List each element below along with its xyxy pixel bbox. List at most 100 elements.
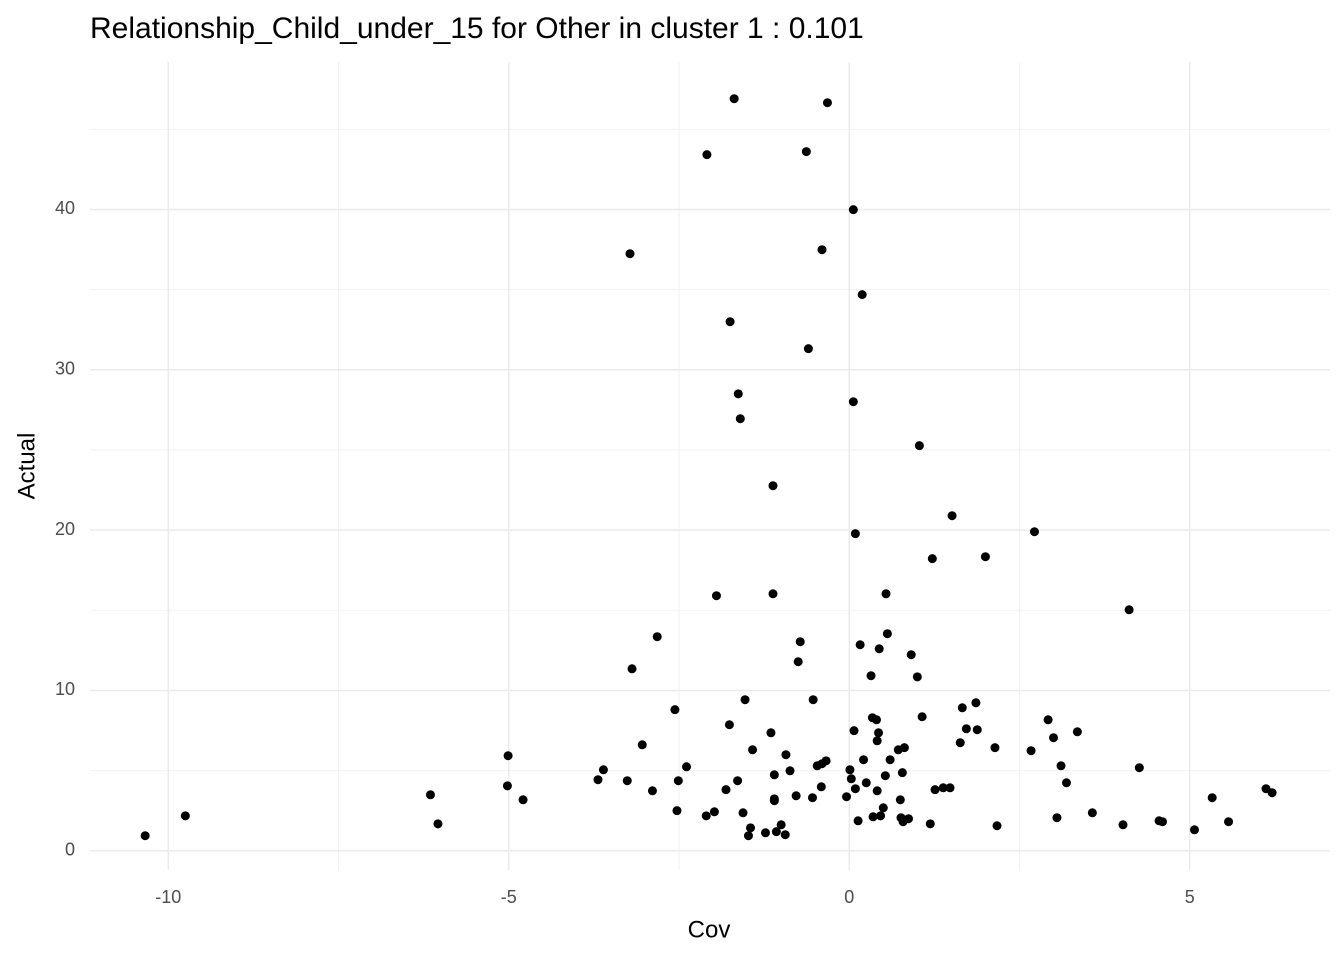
point: [1049, 733, 1059, 743]
point: [874, 644, 884, 654]
point: [672, 806, 682, 816]
point: [899, 743, 909, 753]
point: [816, 782, 826, 792]
point: [1087, 808, 1097, 818]
point: [769, 796, 779, 806]
point: [743, 831, 753, 841]
point: [861, 778, 871, 788]
point: [903, 814, 913, 824]
point: [882, 629, 892, 639]
y-axis-label: Actual: [13, 433, 40, 500]
point: [1267, 788, 1277, 798]
point: [627, 664, 637, 674]
point: [925, 819, 935, 829]
point: [502, 781, 512, 791]
x-tick-label: -5: [501, 887, 517, 907]
point: [780, 830, 790, 840]
point: [947, 511, 957, 521]
point: [857, 290, 867, 300]
point: [1124, 605, 1134, 615]
point: [701, 811, 711, 821]
x-tick-label: -10: [155, 887, 181, 907]
point: [1189, 825, 1199, 835]
point: [850, 529, 860, 539]
point: [1043, 715, 1053, 725]
point: [801, 147, 811, 157]
point: [1224, 817, 1234, 827]
point: [766, 728, 776, 738]
point: [821, 756, 831, 766]
point: [733, 776, 743, 786]
point: [817, 245, 827, 255]
point: [735, 414, 745, 424]
point: [733, 389, 743, 399]
point: [746, 823, 756, 833]
point: [785, 766, 795, 776]
point: [1157, 817, 1167, 827]
point: [769, 770, 779, 780]
point: [622, 776, 632, 786]
y-tick-label: 40: [55, 198, 75, 218]
point: [868, 812, 878, 822]
point: [853, 816, 863, 826]
point: [971, 698, 981, 708]
point: [842, 792, 852, 802]
point: [880, 771, 890, 781]
point: [670, 705, 680, 715]
point: [972, 725, 982, 735]
point: [849, 726, 859, 736]
point: [682, 762, 692, 772]
point: [808, 695, 818, 705]
chart-title: Relationship_Child_under_15 for Other in…: [90, 12, 864, 45]
point: [992, 821, 1002, 831]
point: [425, 790, 435, 800]
point: [980, 552, 990, 562]
point: [1026, 746, 1036, 756]
point: [1052, 813, 1062, 823]
point: [180, 811, 190, 821]
point: [1056, 761, 1066, 771]
point: [503, 751, 513, 761]
point: [803, 344, 813, 354]
point: [938, 783, 948, 793]
point: [1072, 727, 1082, 737]
point: [850, 784, 860, 794]
point: [433, 819, 443, 829]
point: [768, 481, 778, 491]
point: [845, 765, 855, 775]
point: [895, 795, 905, 805]
point: [876, 811, 886, 821]
point: [846, 774, 856, 784]
point: [1061, 778, 1071, 788]
point: [724, 720, 734, 730]
point: [881, 589, 891, 599]
point: [872, 736, 882, 746]
point: [760, 828, 770, 838]
point: [906, 650, 916, 660]
x-axis-label: Cov: [688, 916, 731, 943]
point: [793, 657, 803, 667]
x-tick-label: 5: [1185, 887, 1195, 907]
point: [914, 441, 924, 451]
point: [768, 589, 778, 599]
point: [930, 785, 940, 795]
point: [637, 740, 647, 750]
point: [871, 715, 881, 725]
point: [781, 750, 791, 760]
point: [673, 776, 683, 786]
point: [897, 768, 907, 778]
point: [593, 775, 603, 785]
point: [822, 98, 832, 108]
point: [776, 820, 786, 830]
point: [1134, 763, 1144, 773]
point: [771, 827, 781, 837]
y-tick-label: 20: [55, 519, 75, 539]
point: [140, 831, 150, 841]
point: [725, 317, 735, 327]
point: [927, 554, 937, 564]
point: [1029, 527, 1039, 537]
point: [729, 94, 739, 104]
point: [711, 591, 721, 601]
point: [740, 695, 750, 705]
